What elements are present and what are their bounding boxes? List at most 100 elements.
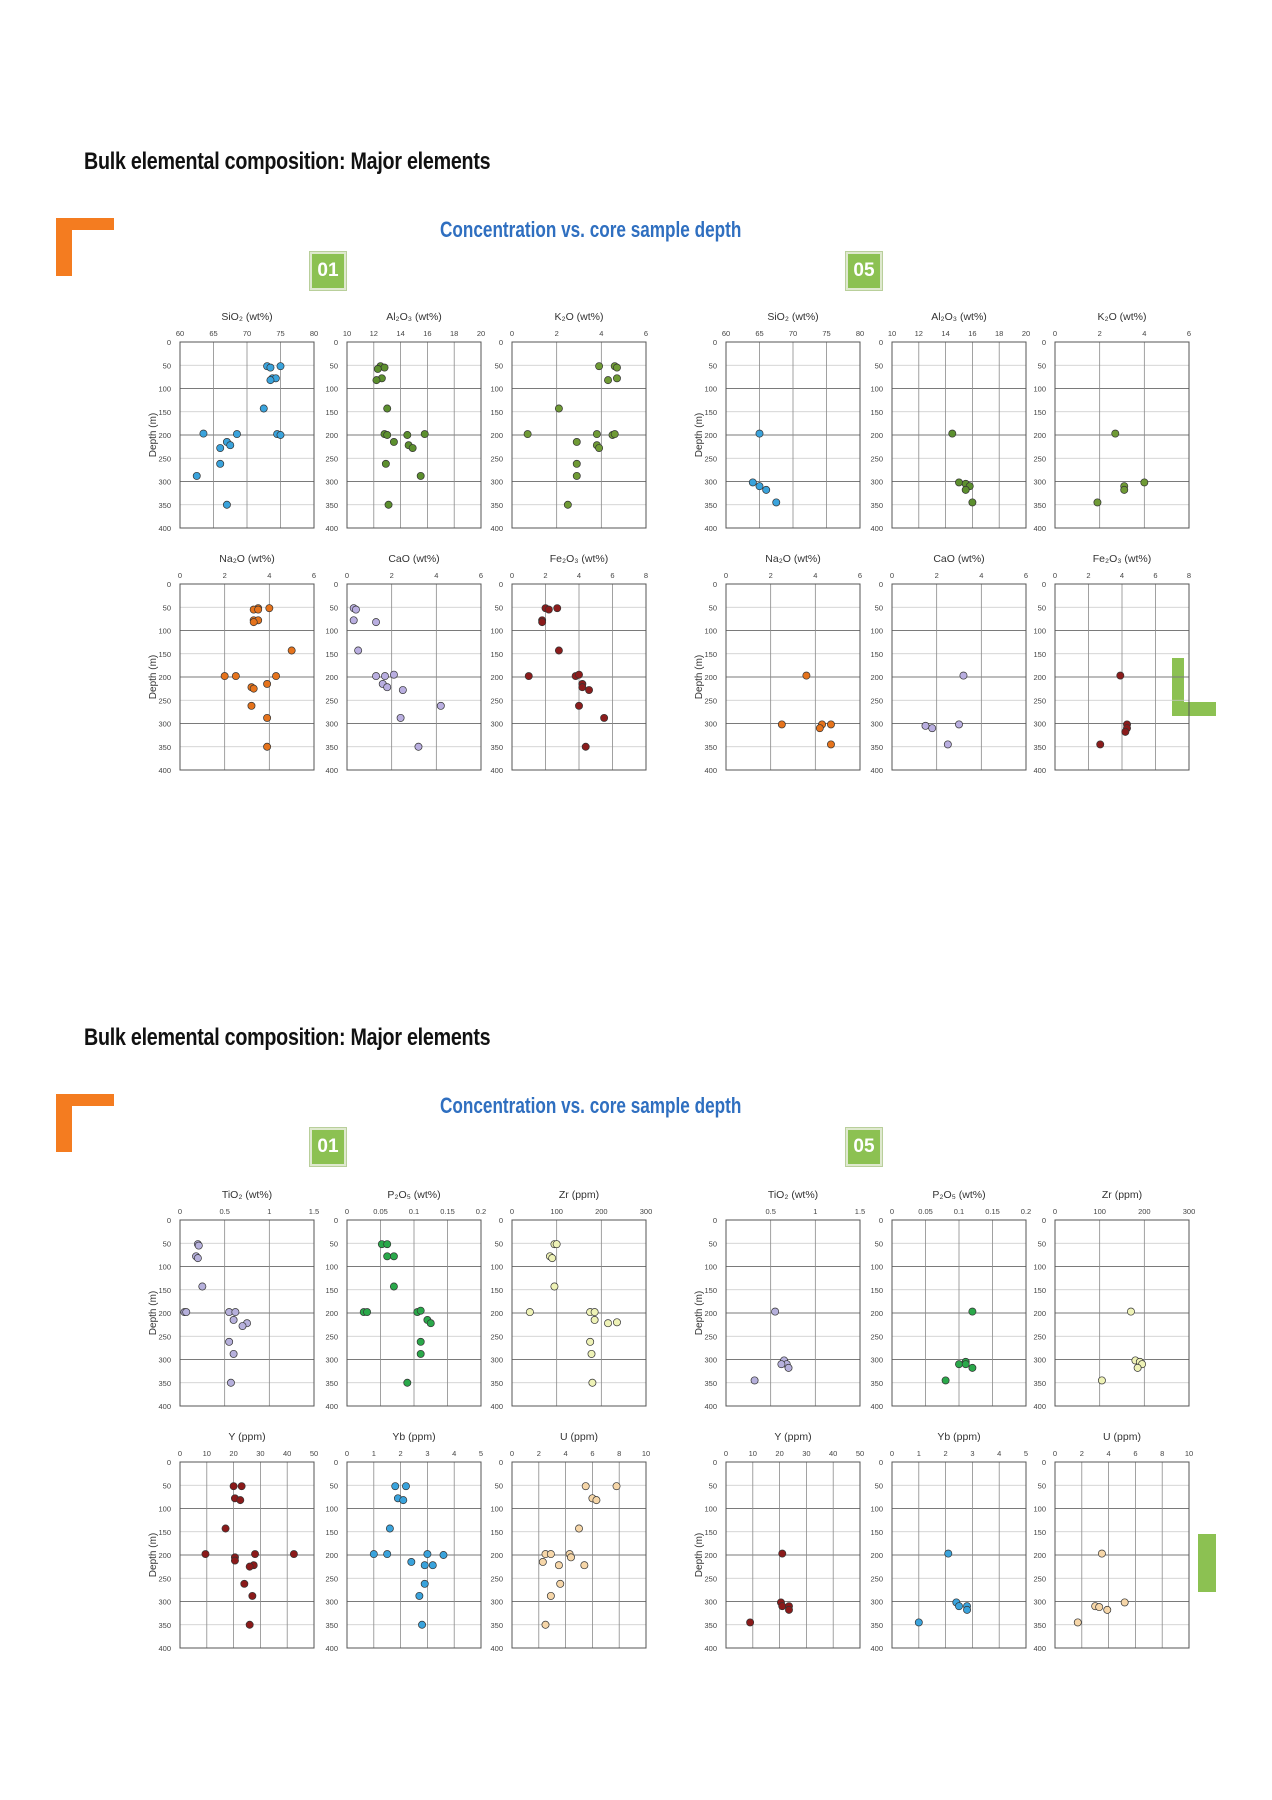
y-tick-label: 100 [158, 627, 171, 636]
data-point [595, 444, 604, 452]
x-tick-label: 0 [890, 1207, 894, 1216]
core-badge-01-top: 01 [310, 252, 346, 290]
chart-title: K₂O (wt%) [555, 311, 604, 323]
y-tick-label: 0 [1042, 580, 1046, 589]
data-point [238, 1322, 247, 1330]
data-point [1126, 1307, 1135, 1316]
y-tick-label: 350 [704, 1621, 717, 1630]
x-tick-label: 0.5 [765, 1207, 775, 1216]
x-tick-label: 100 [1093, 1207, 1106, 1216]
y-tick-label: 50 [495, 1481, 503, 1490]
data-point [248, 1591, 257, 1600]
x-tick-label: 75 [822, 329, 830, 338]
data-point [418, 1620, 426, 1629]
x-tick-label: 6 [479, 571, 483, 580]
chart-title: SiO₂ (wt%) [767, 311, 818, 323]
x-tick-label: 10 [642, 1449, 650, 1458]
y-tick-label: 400 [1033, 1402, 1046, 1411]
data-point [381, 459, 390, 468]
data-point [249, 618, 258, 627]
scatter-01-1: Al₂O₃ (wt%) 0 50 100 150 200 250 300 350 400 10 12 1… [325, 311, 485, 533]
x-tick-label: 2 [944, 1449, 948, 1458]
data-point [567, 1553, 575, 1562]
x-tick-label: 80 [856, 329, 864, 338]
plot-frame [511, 1461, 647, 1649]
y-tick-label: 250 [158, 454, 171, 463]
data-point [389, 1282, 398, 1291]
data-point [595, 362, 604, 371]
y-tick-label: 350 [704, 743, 717, 752]
data-point [556, 1579, 565, 1588]
x-tick-label: 2 [1080, 1449, 1084, 1458]
data-point [399, 1496, 408, 1505]
y-tick-label: 150 [325, 650, 338, 659]
data-point [389, 670, 398, 679]
plot-frame [1054, 1461, 1190, 1649]
y-tick-label: 50 [495, 1239, 503, 1248]
data-point [233, 430, 241, 439]
y-tick-label: 0 [167, 1458, 171, 1467]
y-tick-label: 150 [1033, 650, 1046, 659]
data-point [802, 671, 811, 680]
data-point [265, 604, 274, 613]
data-point [921, 721, 930, 730]
x-tick-label: 300 [1183, 1207, 1196, 1216]
y-tick-label: 300 [704, 720, 717, 729]
data-point [1096, 740, 1105, 749]
y-tick-label: 200 [704, 1551, 717, 1560]
x-tick-label: 6 [644, 329, 648, 338]
x-tick-label: 0.5 [219, 1207, 229, 1216]
x-tick-label: 1 [267, 1207, 271, 1216]
x-tick-label: 0 [1053, 1207, 1057, 1216]
y-tick-label: 150 [490, 1286, 503, 1295]
scatter-05-11: Fe₂O₃ (wt%) 0 50 100 150 200 250 300 350 400 0 2 4 6 8 [1033, 553, 1191, 775]
data-point [784, 1363, 793, 1372]
y-tick-label: 400 [704, 1402, 717, 1411]
y-tick-label: 350 [870, 501, 883, 510]
data-point [216, 459, 225, 468]
data-point [389, 438, 398, 446]
x-tick-label: 4 [1142, 329, 1146, 338]
y-tick-label: 0 [1042, 1458, 1046, 1467]
scatter-05-3: SiO₂ (wt%) 0 50 100 150 200 250 300 350 400 60 65 70… [694, 311, 864, 533]
y-tick-label: 400 [158, 1644, 171, 1653]
y-tick-label: 100 [325, 385, 338, 394]
data-point [436, 701, 445, 710]
green-corner-mark-1 [1172, 658, 1184, 716]
x-tick-label: 2 [390, 571, 394, 580]
x-tick-label: 10 [749, 1449, 757, 1458]
y-tick-label: 50 [330, 603, 338, 612]
x-tick-label: 1.5 [309, 1207, 319, 1216]
data-point [943, 740, 952, 749]
y-tick-label: 150 [704, 1286, 717, 1295]
x-tick-label: 14 [941, 329, 949, 338]
y-tick-label: 100 [870, 1263, 883, 1272]
data-point [249, 684, 258, 693]
x-tick-label: 75 [276, 329, 284, 338]
y-tick-label: 300 [870, 1598, 883, 1607]
y-tick-label: 0 [167, 580, 171, 589]
y-tick-label: 400 [1033, 766, 1046, 775]
plot-frame [179, 1461, 315, 1649]
y-tick-label: 50 [1038, 361, 1046, 370]
y-tick-label: 250 [490, 454, 503, 463]
data-point [351, 605, 360, 614]
x-tick-label: 18 [995, 329, 1003, 338]
x-tick-label: 1 [813, 1207, 817, 1216]
y-tick-label: 100 [325, 627, 338, 636]
data-point [572, 471, 581, 480]
data-point [546, 1550, 555, 1559]
x-tick-label: 12 [915, 329, 923, 338]
green-corner-mark-1-horizontal [1172, 702, 1216, 716]
scatter-01-8: Fe₂O₃ (wt%) 0 50 100 150 200 250 300 350 400 0 2 4 6 8 [490, 553, 648, 775]
y-tick-label: 150 [870, 1286, 883, 1295]
section-1-subtitle: Concentration vs. core sample depth [440, 217, 742, 242]
chart-title: Y (ppm) [228, 1431, 265, 1443]
x-tick-label: 40 [829, 1449, 837, 1458]
y-tick-label: 400 [704, 1644, 717, 1653]
plot-frame [346, 1219, 482, 1407]
y-tick-label: 200 [490, 673, 503, 682]
data-point [948, 429, 957, 438]
data-point [1097, 1376, 1106, 1385]
data-point [563, 500, 572, 509]
